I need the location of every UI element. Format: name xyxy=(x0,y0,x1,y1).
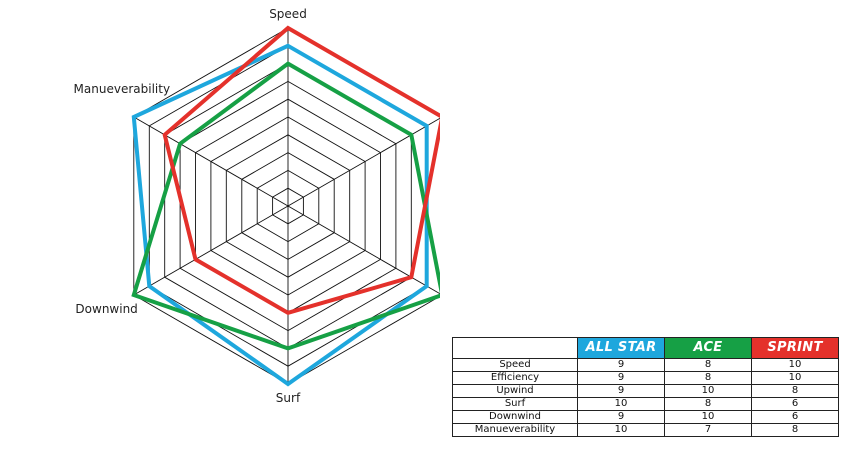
table-header-row: ALL STAR ACE SPRINT xyxy=(452,337,839,359)
cell-value: 9 xyxy=(577,384,665,398)
grid-spoke xyxy=(133,116,289,207)
axis-label-speed: Speed xyxy=(269,7,307,21)
cell-value: 10 xyxy=(577,423,665,437)
row-label: Downwind xyxy=(452,410,578,424)
cell-value: 6 xyxy=(751,397,839,411)
cell-value: 8 xyxy=(664,397,752,411)
table-row: Manueverability 10 7 8 xyxy=(452,423,839,437)
grid-spoke xyxy=(133,205,289,296)
radar-series xyxy=(131,25,440,387)
cell-value: 10 xyxy=(664,384,752,398)
table-row: Speed 9 8 10 xyxy=(452,358,839,372)
row-label: Speed xyxy=(452,358,578,372)
series-line-sprint xyxy=(162,25,440,315)
table-header-ace: ACE xyxy=(664,337,752,359)
series-line-ace xyxy=(131,61,440,351)
axis-label-manueverability: Manueverability xyxy=(74,82,171,96)
radar-grid xyxy=(133,27,440,385)
grid-spoke xyxy=(287,117,440,207)
table-row: Efficiency 9 8 10 xyxy=(452,371,839,385)
cell-value: 10 xyxy=(751,371,839,385)
cell-value: 8 xyxy=(751,384,839,398)
axis-label-downwind: Downwind xyxy=(75,302,137,316)
table-row: Surf 10 8 6 xyxy=(452,397,839,411)
row-label: Upwind xyxy=(452,384,578,398)
cell-value: 6 xyxy=(751,410,839,424)
table-header-sprint: SPRINT xyxy=(751,337,839,359)
table-row: Downwind 9 10 6 xyxy=(452,410,839,424)
cell-value: 8 xyxy=(664,358,752,372)
table-row: Upwind 9 10 8 xyxy=(452,384,839,398)
cell-value: 7 xyxy=(664,423,752,437)
cell-value: 8 xyxy=(664,371,752,385)
cell-value: 10 xyxy=(751,358,839,372)
radar-chart: SpeedEfficiencyUpwindSurfDownwindManueve… xyxy=(74,7,440,405)
table-header-all-star: ALL STAR xyxy=(577,337,665,359)
values-table: ALL STAR ACE SPRINT Speed 9 8 10 Efficie… xyxy=(452,337,839,437)
cell-value: 9 xyxy=(577,410,665,424)
axis-labels: SpeedEfficiencyUpwindSurfDownwindManueve… xyxy=(74,7,307,405)
cell-value: 9 xyxy=(577,358,665,372)
grid-spoke xyxy=(287,205,440,295)
row-label: Efficiency xyxy=(452,371,578,385)
cell-value: 10 xyxy=(664,410,752,424)
row-label: Surf xyxy=(452,397,578,411)
axis-label-surf: Surf xyxy=(276,391,301,405)
cell-value: 8 xyxy=(751,423,839,437)
table-corner-cell xyxy=(452,337,578,359)
row-label: Manueverability xyxy=(452,423,578,437)
cell-value: 10 xyxy=(577,397,665,411)
cell-value: 9 xyxy=(577,371,665,385)
series-line-all-star xyxy=(131,43,429,387)
